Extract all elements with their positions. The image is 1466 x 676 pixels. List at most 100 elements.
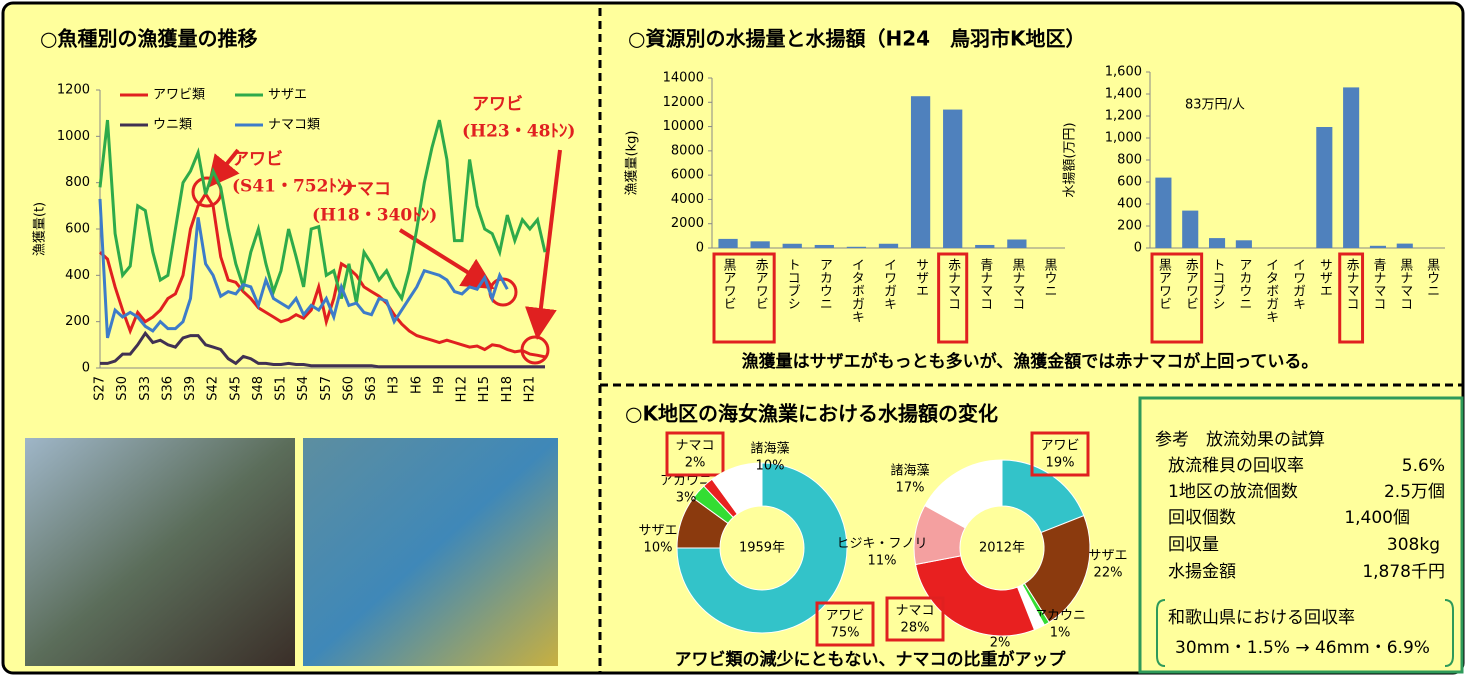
slice-value: 11%	[868, 554, 897, 569]
x-tick-label: アカウニ	[817, 258, 832, 310]
highlight	[712, 252, 776, 344]
bar	[1343, 87, 1360, 249]
legend-label: サザエ	[268, 88, 307, 103]
x-tick-label: 黒ウニ	[1041, 258, 1057, 297]
y-axis-label: 漁獲量(kg)	[625, 131, 640, 196]
slice-value: 17%	[896, 481, 925, 496]
x-tick-label: S27	[93, 376, 108, 401]
x-tick-label: 黒ナマコ	[1009, 258, 1025, 310]
reference-label: 回収個数	[1168, 508, 1236, 528]
reference-value: 308kg	[1387, 535, 1440, 555]
slice-value: 19%	[1046, 456, 1075, 471]
slice-label: サザエ	[638, 524, 677, 539]
y-tick-label: 0	[696, 241, 704, 256]
slice-value: 10%	[644, 541, 673, 556]
slice-value: 28%	[901, 621, 930, 636]
y-tick-label: 400	[65, 268, 90, 283]
slice	[711, 462, 763, 515]
x-tick-label: S45	[228, 376, 243, 401]
reference-value: 5.6%	[1402, 456, 1445, 476]
x-tick-label: S33	[138, 376, 153, 401]
y-tick-label: 8000	[671, 143, 704, 158]
caption: 漁獲量はサザエがもっとも多いが、漁獲金額では赤ナマコが上回っている。	[742, 351, 1319, 372]
slice-value: 1%	[1050, 626, 1071, 641]
slice	[1023, 514, 1091, 623]
x-tick-label: S30	[115, 376, 130, 401]
x-tick-label: S54	[296, 376, 311, 401]
reference-label: 放流稚貝の回収率	[1168, 456, 1304, 476]
y-tick-label: 14000	[663, 71, 704, 86]
reference-label: 1地区の放流個数	[1168, 482, 1298, 502]
photo	[303, 438, 558, 666]
reference-title: 参考 放流効果の試算	[1155, 430, 1325, 450]
annotation: (H23・48ﾄﾝ)	[462, 122, 575, 142]
annotation: (H18・340ﾄﾝ)	[312, 206, 437, 226]
photo	[25, 438, 295, 666]
x-tick-label: 黒ナマコ	[1397, 258, 1413, 310]
annotation: ナマコ	[340, 180, 391, 200]
bar	[975, 244, 995, 248]
reference-value: 1,400個	[1344, 508, 1410, 528]
slice	[924, 459, 1003, 529]
bar	[750, 241, 770, 248]
slice-label: ナマコ	[675, 439, 714, 454]
slice-label: アカウニ	[1034, 609, 1086, 624]
x-tick-label: S39	[183, 376, 198, 401]
x-tick-label: S48	[251, 376, 266, 401]
bar	[782, 243, 802, 248]
highlight	[1150, 252, 1204, 344]
reference-box	[1138, 396, 1464, 674]
reference-note: 30mm・1.5% → 46mm・6.9%	[1175, 638, 1430, 658]
x-tick-label: 赤ナマコ	[1344, 258, 1360, 310]
reference-label: 回収量	[1168, 535, 1219, 555]
series-line	[98, 119, 547, 304]
legend-label: ウニ類	[153, 118, 192, 133]
x-tick-label: イタボガキ	[849, 258, 864, 323]
bar	[943, 109, 963, 248]
x-tick-label: トコブシ	[785, 258, 800, 310]
reference-value: 2.5万個	[1384, 482, 1445, 502]
slice-value: 10%	[756, 459, 785, 474]
bar	[1396, 243, 1413, 248]
bar	[1007, 239, 1027, 248]
y-axis-label: 漁獲量(t)	[33, 202, 48, 256]
y-tick-label: 600	[65, 222, 90, 237]
chart-title: ○魚種別の漁獲量の推移	[40, 27, 257, 51]
caption: アワビ類の減少にともない、ナマコの比重がアップ	[675, 649, 1067, 670]
y-tick-label: 1,200	[1105, 109, 1142, 124]
slice-label: ヒジキ・フノリ	[836, 537, 927, 552]
slice-label: ナマコ	[895, 604, 934, 619]
y-tick-label: 1000	[57, 129, 90, 144]
y-tick-label: 1,400	[1105, 87, 1142, 102]
highlight	[937, 252, 969, 344]
annotation: アワビ	[472, 95, 523, 115]
x-tick-label: サザエ	[1317, 258, 1333, 297]
x-tick-label: S63	[364, 376, 379, 401]
highlight	[665, 431, 725, 477]
x-tick-label: イワガキ	[1290, 258, 1305, 310]
x-tick-label: H12	[455, 376, 470, 402]
slice-label: アワビ	[1040, 439, 1079, 454]
center-label: 1959年	[739, 541, 785, 556]
highlight	[1338, 252, 1365, 344]
bar	[1155, 177, 1172, 248]
center-label: 2012年	[979, 541, 1025, 556]
annotation: アワビ	[232, 150, 283, 170]
slice-value: 22%	[1094, 566, 1123, 581]
y-tick-label: 10000	[663, 119, 704, 134]
y-tick-label: 1,600	[1105, 65, 1142, 80]
slice-value: 75%	[831, 626, 860, 641]
y-tick-label: 6000	[671, 168, 704, 183]
x-tick-label: 青ナマコ	[977, 258, 993, 310]
x-tick-label: H21	[522, 376, 537, 402]
x-tick-label: 赤アワビ	[753, 258, 769, 310]
x-tick-label: H6	[409, 376, 424, 394]
x-tick-label: S60	[341, 376, 356, 401]
bar	[910, 96, 931, 248]
bar	[718, 238, 738, 248]
slice-label: サザエ	[1088, 549, 1127, 564]
y-tick-label: 1,000	[1105, 131, 1142, 146]
annotation: 83万円/人	[1185, 98, 1245, 113]
bar	[1316, 127, 1333, 248]
chart-title: ○K地区の海女漁業における水揚額の変化	[625, 402, 998, 426]
